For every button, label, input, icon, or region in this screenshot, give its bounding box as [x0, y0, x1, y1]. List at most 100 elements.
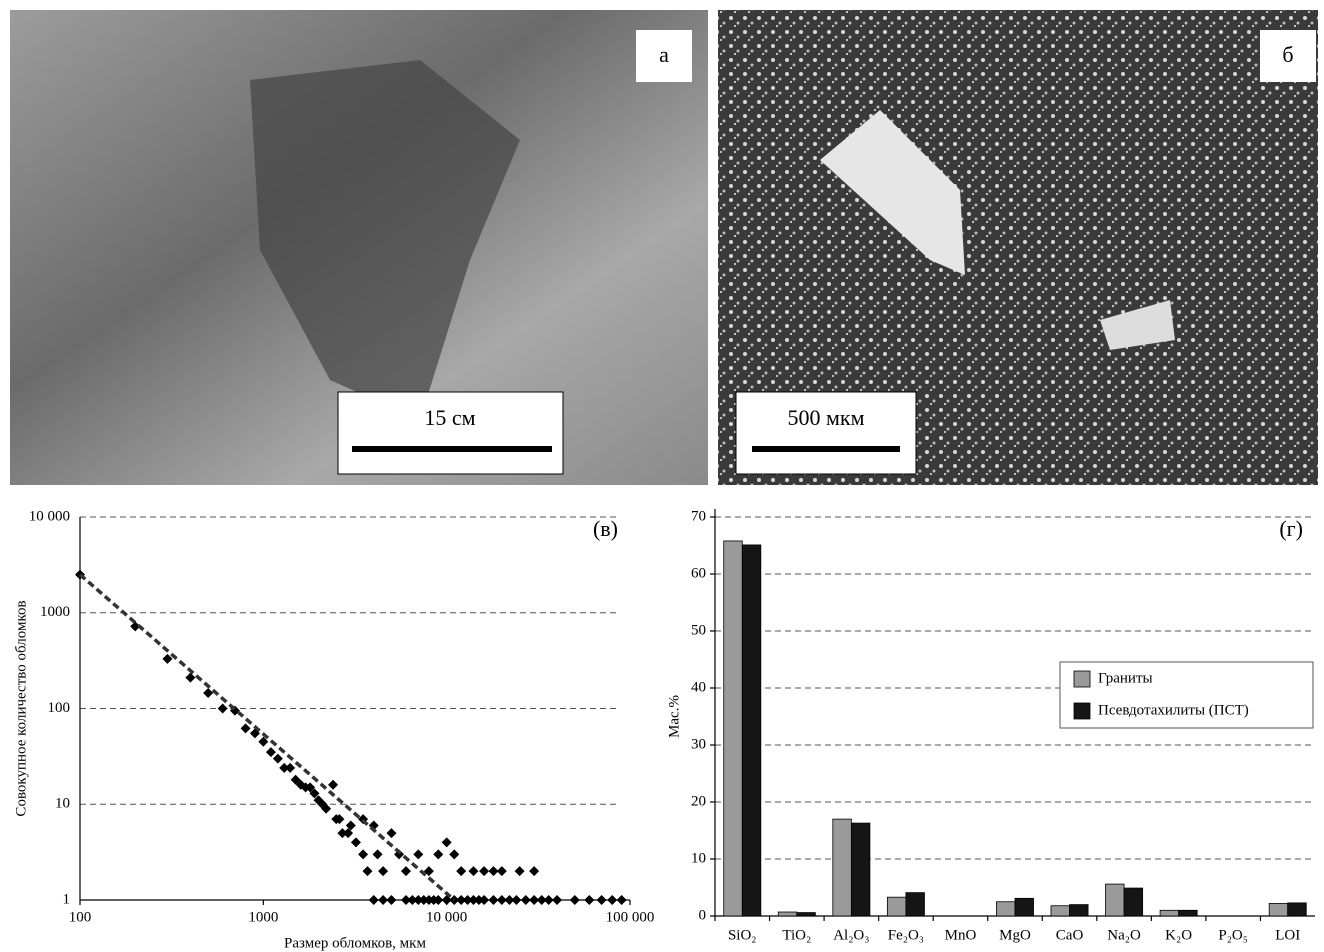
- point: [607, 895, 617, 905]
- y-tick-label: 70: [691, 508, 706, 524]
- x-tick-label: P₂O₅: [1218, 927, 1248, 943]
- scale-bar: [352, 446, 552, 452]
- x-tick-label: Al₂O₃: [833, 927, 869, 943]
- x-tick-label: TiO₂: [782, 927, 811, 943]
- y-tick-label: 10: [691, 850, 706, 866]
- point: [433, 849, 443, 859]
- bar: [742, 545, 761, 916]
- bar: [1070, 905, 1089, 916]
- point: [273, 754, 283, 764]
- x-tick-label: Fe₂O₃: [888, 927, 924, 943]
- point: [386, 828, 396, 838]
- bar: [906, 893, 925, 916]
- x-tick-label: K₂O: [1165, 927, 1192, 943]
- bar: [1288, 903, 1307, 916]
- photo-label: а: [659, 42, 669, 67]
- chart-title: (г): [1279, 516, 1303, 541]
- bar: [778, 912, 797, 916]
- point: [185, 673, 195, 683]
- point: [218, 704, 228, 714]
- y-tick-label: 30: [691, 736, 706, 752]
- bar: [724, 541, 743, 916]
- y-tick-label: 100: [48, 700, 71, 716]
- point: [497, 866, 507, 876]
- point: [570, 895, 580, 905]
- point: [511, 895, 521, 905]
- y-tick-label: 10 000: [29, 508, 70, 524]
- scale-bar: [752, 446, 900, 452]
- point: [285, 763, 295, 773]
- legend-swatch: [1074, 671, 1090, 687]
- point: [449, 849, 459, 859]
- y-axis-label: Совокупное количество обломков: [13, 600, 29, 816]
- point: [617, 895, 627, 905]
- y-tick-label: 40: [691, 679, 706, 695]
- photo-a: а 15 см: [10, 10, 708, 485]
- x-tick-label: 10 000: [426, 909, 467, 925]
- x-tick-label: 100: [69, 909, 92, 925]
- x-tick-label: 100 000: [606, 909, 655, 925]
- x-tick-label: LOI: [1275, 927, 1300, 943]
- x-axis-label: Размер обломков, мкм: [284, 935, 426, 951]
- x-tick-label: 1000: [248, 909, 278, 925]
- legend-label: Псевдотахилиты (ПСТ): [1098, 702, 1249, 718]
- point: [328, 780, 338, 790]
- point: [456, 866, 466, 876]
- y-tick-label: 20: [691, 793, 706, 809]
- point: [351, 837, 361, 847]
- chart-title: (в): [593, 516, 618, 541]
- bar: [851, 823, 870, 916]
- point: [369, 895, 379, 905]
- y-axis-label: Мас.%: [666, 695, 682, 738]
- scale-bar-label: 500 мкм: [787, 405, 864, 430]
- point: [386, 895, 396, 905]
- point: [413, 849, 423, 859]
- point: [479, 866, 489, 876]
- bar: [1179, 910, 1198, 916]
- point: [373, 849, 383, 859]
- point: [468, 866, 478, 876]
- x-tick-label: MnO: [945, 927, 977, 943]
- y-tick-label: 0: [699, 907, 707, 923]
- point: [442, 837, 452, 847]
- bar: [1124, 888, 1143, 916]
- scale-bar-label: 15 см: [424, 405, 475, 430]
- bar: [1051, 906, 1070, 916]
- point: [363, 866, 373, 876]
- y-tick-label: 10: [55, 796, 70, 812]
- point: [266, 747, 276, 757]
- x-tick-label: MgO: [999, 927, 1031, 943]
- bar: [996, 902, 1015, 916]
- bar: [833, 819, 852, 916]
- y-tick-label: 50: [691, 622, 706, 638]
- page: а 15 см б 500 мкм 110100100010 000100100…: [0, 0, 1324, 952]
- point: [401, 866, 411, 876]
- point: [203, 688, 213, 698]
- bar: [887, 897, 906, 916]
- x-tick-label: Na₂O: [1107, 927, 1141, 943]
- bar: [1160, 910, 1179, 916]
- x-tick-label: CaO: [1056, 927, 1084, 943]
- bar: [1015, 898, 1034, 916]
- bar: [1269, 903, 1288, 916]
- y-tick-label: 60: [691, 565, 706, 581]
- point: [552, 895, 562, 905]
- point: [515, 866, 525, 876]
- point: [358, 849, 368, 859]
- point: [584, 895, 594, 905]
- y-tick-label: 1: [63, 891, 71, 907]
- point: [378, 866, 388, 876]
- y-tick-label: 1000: [40, 604, 70, 620]
- bar: [797, 913, 816, 916]
- photo-b: б 500 мкм: [718, 10, 1318, 485]
- point: [241, 723, 251, 733]
- point: [479, 895, 489, 905]
- legend-label: Граниты: [1098, 670, 1153, 686]
- legend-swatch: [1074, 703, 1090, 719]
- photo-label: б: [1282, 42, 1293, 67]
- bar: [1106, 884, 1125, 916]
- figure: а 15 см б 500 мкм 110100100010 000100100…: [0, 0, 1324, 952]
- point: [597, 895, 607, 905]
- x-tick-label: SiO₂: [728, 927, 757, 943]
- point: [529, 866, 539, 876]
